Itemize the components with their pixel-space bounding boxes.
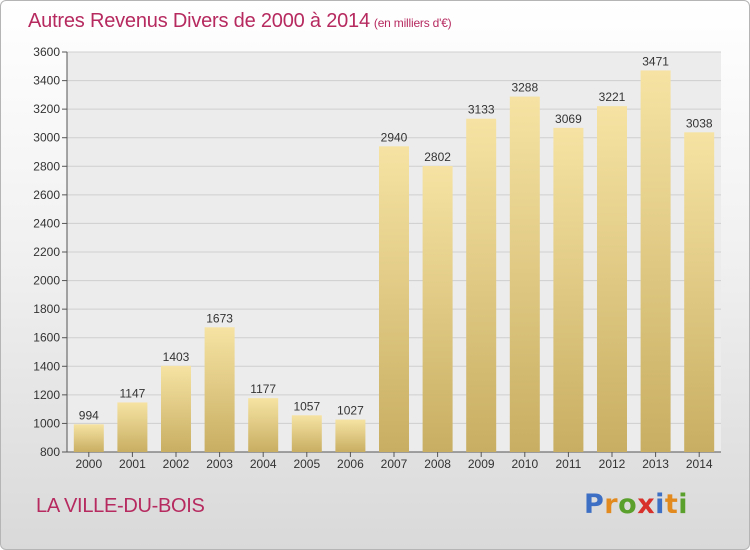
- y-tick-label: 1800: [33, 302, 60, 316]
- x-tick-label: 2012: [599, 457, 626, 471]
- bar: [335, 419, 366, 452]
- data-label: 1177: [250, 382, 276, 396]
- y-tick-label: 1200: [33, 388, 60, 402]
- data-label: 3038: [686, 116, 713, 130]
- data-label: 1027: [337, 404, 364, 418]
- x-tick-label: 2003: [206, 457, 233, 471]
- x-tick-label: 2002: [163, 457, 190, 471]
- data-label: 994: [79, 408, 99, 422]
- x-tick-label: 2000: [75, 457, 102, 471]
- bar: [73, 424, 104, 452]
- data-label: 3471: [642, 54, 669, 68]
- y-tick-label: 3200: [33, 102, 60, 116]
- data-label: 1057: [293, 399, 320, 413]
- data-label: 3288: [511, 81, 538, 95]
- x-tick-label: 2008: [424, 457, 451, 471]
- location-label: LA VILLE-DU-BOIS: [36, 495, 205, 517]
- y-tick-label: 3600: [33, 45, 60, 59]
- y-tick-label: 2800: [33, 159, 60, 173]
- x-tick-label: 2013: [642, 457, 669, 471]
- bar: [161, 365, 191, 452]
- x-tick-label: 2004: [250, 457, 277, 471]
- logo-letter: i: [678, 489, 689, 520]
- x-tick-label: 2011: [555, 457, 581, 471]
- y-tick-label: 1000: [33, 416, 60, 430]
- chart-title: Autres Revenus Divers de 2000 à 2014 (en …: [28, 10, 452, 33]
- logo-letter: x: [637, 489, 656, 520]
- y-tick-label: 1400: [33, 359, 60, 373]
- data-label: 1403: [163, 350, 190, 364]
- logo-letter: P: [584, 489, 605, 520]
- x-tick-label: 2005: [293, 457, 320, 471]
- x-tick-label: 2014: [686, 457, 713, 471]
- bar: [117, 402, 148, 452]
- logo-letter: o: [618, 489, 638, 520]
- data-label: 2940: [381, 130, 408, 144]
- data-label: 3221: [599, 90, 626, 104]
- bar: [684, 132, 715, 453]
- y-tick-label: 2200: [33, 245, 60, 259]
- y-tick-label: 2400: [33, 216, 60, 230]
- x-tick-label: 2001: [119, 457, 146, 471]
- bar: [509, 96, 540, 453]
- y-tick-label: 3400: [33, 74, 60, 88]
- data-label: 3069: [555, 112, 582, 126]
- data-label: 3133: [468, 103, 495, 117]
- chart-subtitle: (en milliers d'€): [373, 16, 452, 30]
- data-label: 1147: [119, 386, 145, 400]
- y-tick-label: 2600: [33, 188, 60, 202]
- data-label: 1673: [206, 311, 233, 325]
- y-tick-label: 3000: [33, 131, 60, 145]
- bar: [422, 166, 453, 452]
- logo-letter: i: [655, 489, 665, 520]
- y-tick-label: 2000: [33, 274, 60, 288]
- data-label: 2802: [424, 150, 451, 164]
- y-tick-label: 1600: [33, 331, 60, 345]
- x-tick-label: 2010: [511, 457, 538, 471]
- x-tick-label: 2007: [381, 457, 408, 471]
- bar: [204, 327, 235, 452]
- proxiti-logo: Proxiti: [584, 489, 688, 520]
- logo-letter: r: [604, 489, 619, 520]
- x-tick-label: 2006: [337, 457, 364, 471]
- bar: [553, 127, 584, 452]
- bar: [248, 398, 279, 452]
- x-tick-label: 2009: [468, 457, 495, 471]
- logo-letter: t: [664, 489, 679, 520]
- bar: [640, 70, 671, 452]
- y-tick-label: 800: [40, 445, 60, 459]
- chart-title-text: Autres Revenus Divers de 2000 à 2014: [28, 10, 370, 32]
- bar: [597, 106, 627, 453]
- bar: [291, 415, 322, 452]
- bar: [466, 118, 497, 452]
- bar: [379, 146, 409, 453]
